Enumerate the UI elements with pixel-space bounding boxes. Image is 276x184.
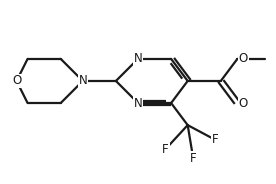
- Text: F: F: [212, 133, 219, 146]
- Text: O: O: [239, 52, 248, 65]
- Text: N: N: [134, 97, 142, 109]
- Text: N: N: [78, 75, 87, 87]
- Text: N: N: [134, 52, 142, 65]
- Text: F: F: [190, 152, 197, 165]
- Text: O: O: [12, 75, 21, 87]
- Text: O: O: [239, 97, 248, 109]
- Text: F: F: [162, 143, 169, 155]
